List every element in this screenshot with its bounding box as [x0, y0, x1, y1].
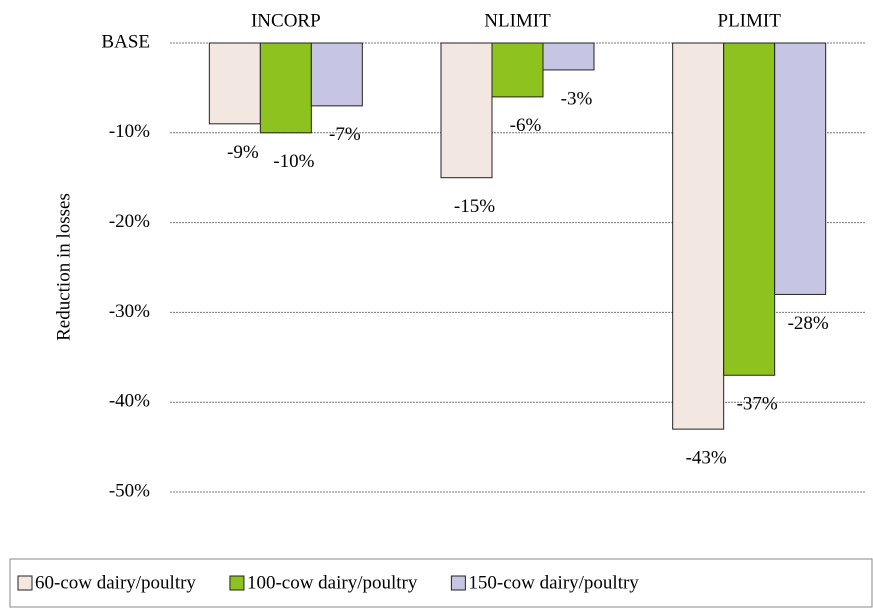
legend-box — [9, 558, 873, 608]
category-label: PLIMIT — [718, 10, 782, 31]
legend-label: 60-cow dairy/poultry — [35, 572, 196, 593]
y-tick-label: -40% — [109, 391, 150, 412]
category-label: INCORP — [251, 10, 321, 31]
value-label: -15% — [454, 196, 495, 217]
legend-label: 150-cow dairy/poultry — [468, 572, 639, 593]
legend-label: 100-cow dairy/poultry — [247, 572, 418, 593]
y-tick-label: -50% — [109, 480, 150, 501]
bar — [440, 42, 493, 179]
value-label: -28% — [788, 313, 829, 334]
value-label: -10% — [273, 151, 314, 172]
category-label: NLIMIT — [484, 10, 551, 31]
bar — [259, 42, 312, 134]
bar — [774, 42, 827, 295]
y-tick-label: -20% — [109, 211, 150, 232]
value-label: -7% — [329, 124, 361, 145]
y-tick-label: -10% — [109, 121, 150, 142]
y-tick-label: BASE — [101, 31, 150, 52]
bar — [723, 42, 776, 376]
bar — [542, 42, 595, 71]
value-label: -3% — [561, 88, 593, 109]
bar — [208, 42, 261, 125]
value-label: -43% — [686, 447, 727, 468]
value-label: -9% — [227, 142, 259, 163]
y-axis-title: Reduction in losses — [53, 193, 74, 341]
legend-swatch — [229, 575, 245, 591]
value-label: -6% — [510, 115, 542, 136]
bar — [491, 42, 544, 98]
bar — [672, 42, 725, 430]
legend-swatch — [17, 575, 33, 591]
bar — [310, 42, 363, 107]
y-tick-label: -30% — [109, 301, 150, 322]
legend-swatch — [450, 575, 466, 591]
value-label: -37% — [737, 394, 778, 415]
